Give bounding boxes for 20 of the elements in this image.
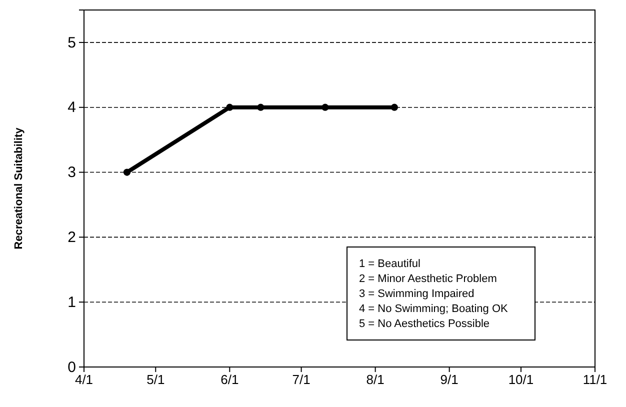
annotation: 2 = Minor Aesthetic Problem <box>359 273 497 285</box>
y-tick-label: 4 <box>68 99 76 116</box>
x-tick-label: 6/1 <box>220 372 239 388</box>
x-tick-label: 7/1 <box>292 372 310 388</box>
x-tick-label: 8/1 <box>366 372 384 388</box>
annotation: 1 = Beautiful <box>359 258 420 270</box>
annotation: 4 = No Swimming; Boating OK <box>359 303 509 315</box>
y-tick-label: 3 <box>68 164 76 182</box>
x-tick-label: 10/1 <box>508 372 534 388</box>
annotation: 5 = No Aesthetics Possible <box>359 318 490 330</box>
x-tick-label: 9/1 <box>440 372 458 388</box>
y-tick-label: 0 <box>68 358 76 376</box>
y-axis-title: Recreational Suitability <box>13 126 25 250</box>
annotation: 3 = Swimming Impaired <box>359 288 474 300</box>
y-tick-label: 1 <box>68 294 76 311</box>
y-tick-label: 5 <box>68 34 76 52</box>
x-tick-label: 4/1 <box>74 372 94 388</box>
x-tick-label: 5/1 <box>146 372 165 388</box>
y-tick-label: 2 <box>68 228 76 246</box>
x-tick-label: 11/1 <box>582 372 608 388</box>
